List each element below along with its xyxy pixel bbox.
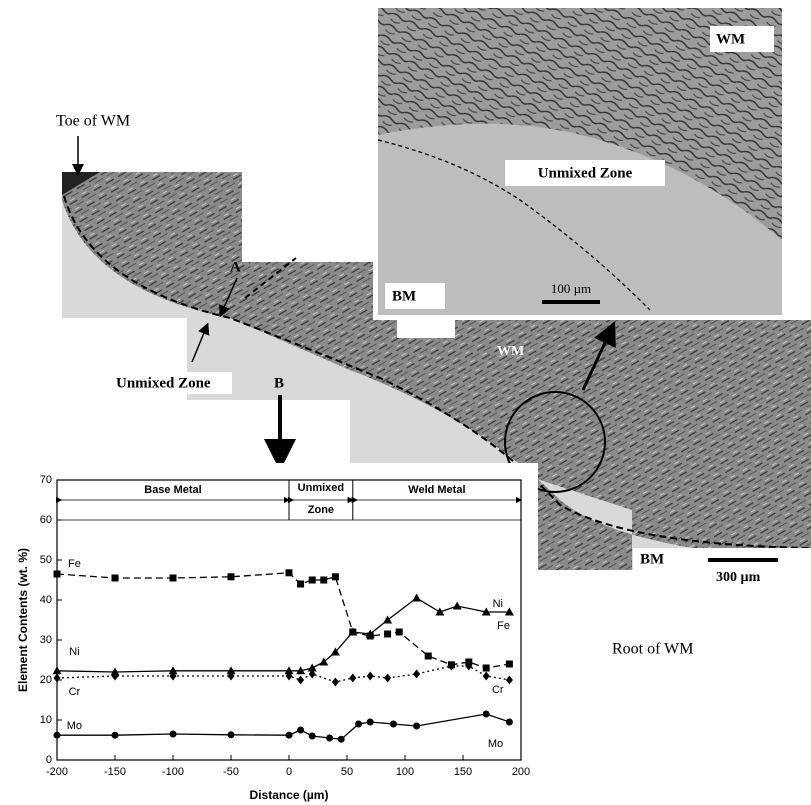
marker <box>54 571 61 578</box>
label: WM <box>497 344 524 359</box>
y-tick-label: 30 <box>40 634 52 646</box>
series-label: Mo <box>67 720 82 732</box>
y-tick-label: 40 <box>40 594 52 606</box>
marker <box>286 732 293 739</box>
series-label: Cr <box>492 684 504 696</box>
marker <box>286 569 293 576</box>
marker <box>338 736 345 743</box>
series-label: Mo <box>488 738 503 750</box>
label: Root of WM <box>612 641 693 658</box>
x-tick-label: 100 <box>396 766 414 778</box>
series-label: Ni <box>69 646 79 658</box>
series-label: Fe <box>497 620 510 632</box>
x-axis-label: Distance (µm) <box>250 788 329 802</box>
region-label: Unmixed <box>298 482 344 494</box>
region-label: Base Metal <box>144 484 201 496</box>
y-tick-label: 0 <box>46 754 52 766</box>
inset-micrograph <box>373 3 787 320</box>
y-tick-label: 60 <box>40 514 52 526</box>
region-label: Weld Metal <box>408 484 465 496</box>
marker <box>297 727 304 734</box>
scale-label: 300 µm <box>716 570 761 585</box>
x-tick-label: 200 <box>512 766 530 778</box>
label: BM <box>392 288 416 304</box>
marker <box>228 731 235 738</box>
marker <box>332 573 339 580</box>
label: WM <box>716 31 745 47</box>
series-label: Ni <box>493 598 503 610</box>
x-tick-label: 0 <box>286 766 292 778</box>
x-tick-label: -100 <box>162 766 184 778</box>
y-tick-label: 50 <box>40 554 52 566</box>
region-label: Zone <box>308 504 334 516</box>
x-tick-label: -200 <box>46 766 68 778</box>
series-label: Cr <box>69 686 81 698</box>
series-label: Fe <box>68 558 81 570</box>
marker <box>170 575 177 582</box>
x-tick-label: 150 <box>454 766 472 778</box>
label: BM <box>640 551 664 567</box>
y-tick-label: 10 <box>40 714 52 726</box>
marker <box>367 719 374 726</box>
figure: Toe of WM Root of WM Unmixed Zone A B WM… <box>0 0 811 805</box>
marker <box>506 719 513 726</box>
y-tick-label: 20 <box>40 674 52 686</box>
marker <box>396 629 403 636</box>
x-tick-label: -50 <box>223 766 239 778</box>
scale-label: 100 µm <box>551 281 591 296</box>
marker <box>112 575 119 582</box>
marker <box>326 735 333 742</box>
label: Unmixed Zone <box>538 165 633 181</box>
marker <box>54 732 61 739</box>
label: B <box>274 375 284 391</box>
marker <box>309 733 316 740</box>
label: Unmixed Zone <box>116 375 211 391</box>
marker <box>483 711 490 718</box>
marker <box>483 665 490 672</box>
label: Toe of WM <box>56 113 130 130</box>
marker <box>355 721 362 728</box>
x-tick-label: -150 <box>104 766 126 778</box>
marker <box>170 731 177 738</box>
marker <box>390 721 397 728</box>
marker <box>320 577 327 584</box>
marker <box>413 723 420 730</box>
marker <box>425 653 432 660</box>
y-tick-label: 70 <box>40 474 52 486</box>
marker <box>309 577 316 584</box>
marker <box>506 661 513 668</box>
x-tick-label: 50 <box>341 766 353 778</box>
label: A <box>230 259 241 275</box>
marker <box>297 581 304 588</box>
marker <box>228 573 235 580</box>
chart: 0 10 20 30 40 50 60 70 -200 -150 -100 -50 0 50 100 150 2… <box>8 463 538 805</box>
figure-canvas: Toe of WM Root of WM Unmixed Zone A B WM… <box>0 0 811 805</box>
y-axis-label: Element Contents (wt. %) <box>16 548 30 692</box>
marker <box>112 732 119 739</box>
marker <box>384 631 391 638</box>
